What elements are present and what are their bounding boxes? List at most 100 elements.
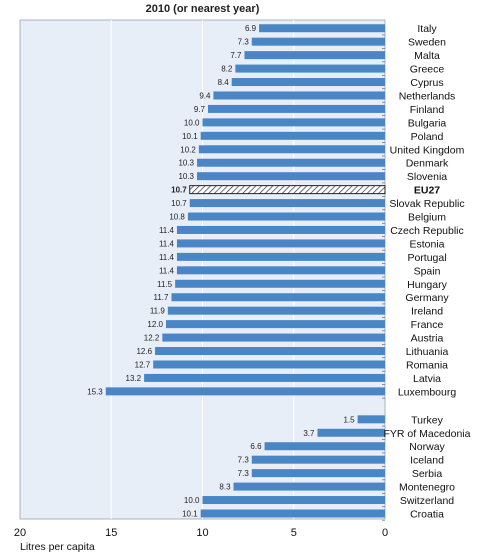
data-label: 10.7: [171, 186, 187, 195]
bar: [207, 104, 385, 113]
data-label: 11.5: [157, 280, 173, 289]
data-label: 8.3: [219, 483, 231, 492]
data-label: 7.3: [238, 469, 250, 478]
category-label: Latvia: [413, 373, 441, 385]
x-tick-label: 10: [196, 527, 208, 539]
bar: [187, 212, 385, 221]
data-label: 11.4: [159, 226, 175, 235]
data-label: 11.9: [150, 307, 166, 316]
bar: [235, 64, 385, 73]
x-axis-label: Litres per capita: [20, 541, 95, 553]
bar-highlight: [189, 185, 386, 195]
bar: [231, 78, 385, 87]
category-label: France: [411, 319, 444, 331]
category-label: Iceland: [410, 455, 444, 467]
bar: [251, 37, 385, 46]
data-label: 10.0: [184, 496, 200, 505]
data-label: 11.4: [159, 253, 175, 262]
data-label: 1.5: [344, 415, 356, 424]
bar: [162, 333, 385, 342]
data-label: 7.3: [238, 456, 250, 465]
category-label: Greece: [410, 64, 445, 76]
data-label: 10.8: [169, 213, 185, 222]
bar: [202, 118, 385, 127]
data-label: 11.4: [159, 266, 175, 275]
bar: [200, 509, 385, 518]
bar: [197, 158, 385, 167]
category-label: FYR of Macedonia: [384, 428, 471, 440]
data-label: 12.6: [136, 347, 152, 356]
bar: [175, 279, 385, 288]
data-label: 12.0: [147, 320, 163, 329]
data-label: 8.2: [221, 65, 233, 74]
data-label: 10.1: [182, 509, 198, 518]
bar: [251, 469, 385, 478]
category-label: Croatia: [410, 508, 444, 520]
x-tick-label: 5: [291, 527, 297, 539]
category-label: Serbia: [412, 468, 443, 480]
bar: [171, 293, 385, 302]
data-label: 10.2: [180, 145, 196, 154]
category-label: Sweden: [408, 37, 446, 49]
category-label: EU27: [414, 185, 440, 197]
data-label: 9.7: [194, 105, 206, 114]
bar: [176, 225, 385, 234]
bar: [176, 239, 385, 248]
category-label: Malta: [414, 50, 440, 62]
bar: [317, 428, 385, 437]
category-label: Romania: [406, 359, 448, 371]
data-label: 11.4: [159, 239, 175, 248]
data-label: 7.7: [230, 51, 242, 60]
data-label: 8.4: [218, 78, 230, 87]
bar: [144, 373, 385, 382]
data-label: 6.9: [245, 24, 257, 33]
x-tick-label: 15: [105, 527, 117, 539]
data-label: 10.1: [182, 132, 198, 141]
bar: [176, 266, 385, 275]
bar: [167, 306, 385, 315]
bar: [357, 415, 385, 424]
category-label: Lithuania: [406, 346, 449, 358]
data-label: 12.7: [135, 360, 151, 369]
category-label: Norway: [409, 441, 445, 453]
bar: [251, 455, 385, 464]
category-label: United Kingdom: [390, 144, 465, 156]
data-label: 10.3: [178, 172, 194, 181]
category-label: Italy: [417, 23, 437, 35]
bar: [176, 252, 385, 261]
data-label: 6.6: [250, 442, 262, 451]
category-label: Germany: [405, 292, 449, 304]
data-label: 7.3: [238, 38, 250, 47]
bar: [233, 482, 385, 491]
category-label: Netherlands: [399, 90, 456, 102]
category-label: Austria: [411, 333, 444, 345]
data-label: 9.4: [199, 91, 211, 100]
x-tick-label: 0: [382, 527, 388, 539]
category-label: Montenegro: [399, 482, 455, 494]
bar: [259, 24, 385, 33]
data-label: 10.3: [178, 159, 194, 168]
bar: [105, 387, 386, 396]
category-label: Portugal: [407, 252, 446, 264]
category-label: Ireland: [411, 306, 443, 318]
data-label: 12.2: [144, 334, 160, 343]
category-label: Hungary: [407, 279, 447, 291]
category-label: Czech Republic: [390, 225, 464, 237]
bar: [153, 360, 385, 369]
data-label: 15.3: [87, 387, 103, 396]
category-label: Denmark: [406, 158, 449, 170]
bar: [155, 347, 385, 356]
category-label: Slovenia: [407, 171, 447, 183]
data-label: 10.7: [171, 199, 187, 208]
category-label: Spain: [414, 265, 441, 277]
category-label: Cyprus: [410, 77, 443, 89]
bar: [166, 320, 385, 329]
bar: [198, 145, 385, 154]
category-label: Turkey: [411, 414, 443, 426]
data-label: 3.7: [303, 429, 315, 438]
category-label: Belgium: [408, 212, 446, 224]
category-label: Luxembourg: [398, 386, 457, 398]
bar: [202, 496, 385, 505]
bar: [213, 91, 385, 100]
